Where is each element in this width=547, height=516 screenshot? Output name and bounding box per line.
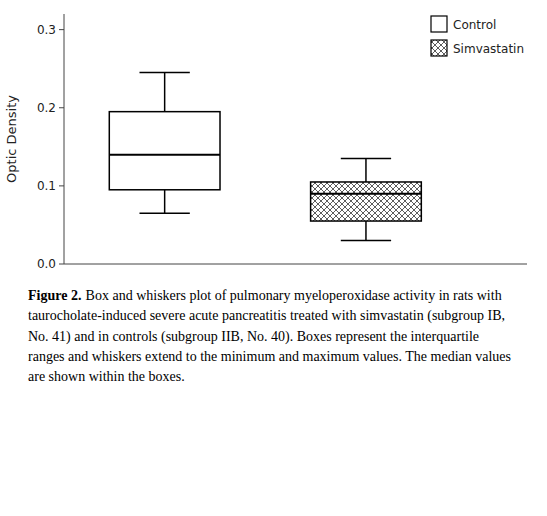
legend: Control Simvastatin — [431, 16, 524, 56]
y-tick-label: 0.1 — [37, 179, 56, 193]
caption-text: Box and whiskers plot of pulmonary myelo… — [28, 288, 511, 384]
caption-label: Figure 2. — [28, 288, 81, 303]
legend-swatch-background — [431, 40, 447, 56]
box — [311, 182, 422, 221]
legend-swatch — [431, 16, 447, 32]
cap-low — [341, 240, 391, 242]
x-axis-line — [64, 264, 527, 265]
y-tick-label: 0.2 — [37, 101, 56, 115]
plot-area — [109, 73, 421, 241]
whisker-high — [365, 159, 367, 182]
y-axis-line — [64, 14, 65, 264]
y-axis-label: Optic Density — [4, 95, 19, 183]
whisker-high — [164, 73, 166, 112]
y-tick — [59, 264, 64, 265]
cap-low — [139, 212, 189, 214]
legend-label: Control — [453, 18, 496, 32]
whisker-low — [164, 190, 166, 213]
caption: Figure 2.Box and whiskers plot of pulmon… — [28, 286, 519, 387]
median — [109, 154, 220, 156]
chart: 0.0 0.1 0.2 0.3 Optic Density Control Simvasta… — [0, 0, 547, 282]
y-tick-label: 0.0 — [37, 257, 56, 271]
y-tick — [59, 185, 64, 186]
y-tick — [59, 29, 64, 30]
box — [109, 112, 220, 190]
cap-high — [341, 158, 391, 160]
legend-label: Simvastatin — [453, 42, 524, 56]
whisker-low — [365, 221, 367, 241]
y-tick-label: 0.3 — [37, 23, 56, 37]
y-tick — [59, 107, 64, 108]
box-background — [311, 182, 422, 221]
median — [311, 193, 422, 195]
cap-high — [139, 72, 189, 74]
legend-swatch — [431, 40, 447, 56]
